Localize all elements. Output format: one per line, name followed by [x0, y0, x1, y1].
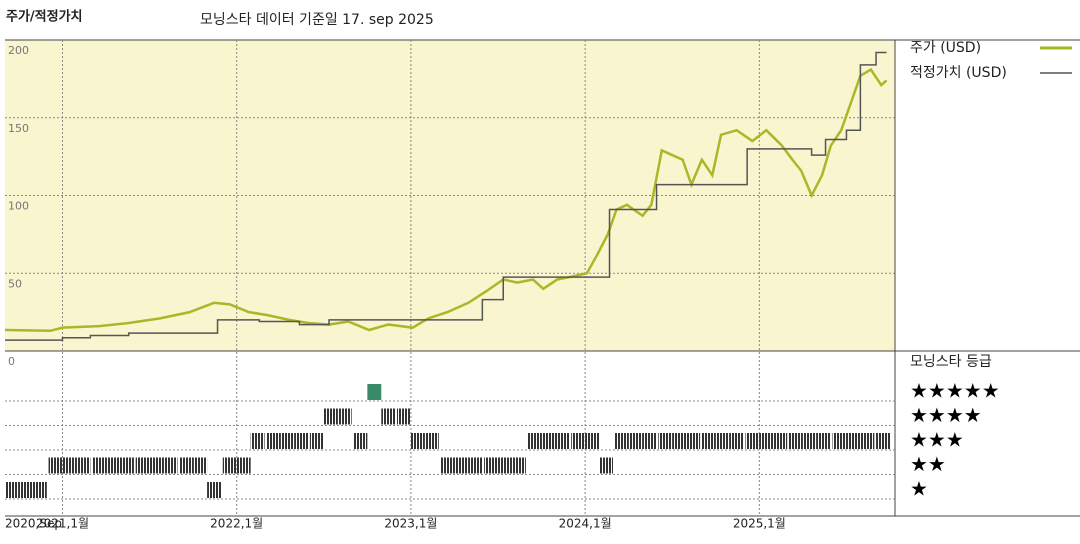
- rating-bar: [715, 433, 730, 449]
- rating-bar: [323, 408, 338, 425]
- rating-label: ★★★★: [910, 403, 982, 427]
- rating-bar: [353, 433, 368, 449]
- rating-bar: [337, 408, 352, 425]
- rating-label: ★★: [910, 452, 946, 476]
- rating-bar: [527, 433, 542, 449]
- rating-bar: [119, 457, 134, 474]
- rating-bar: [367, 384, 382, 400]
- rating-bar: [860, 433, 875, 449]
- rating-bar: [18, 482, 33, 498]
- y-tick-label: 150: [8, 122, 29, 135]
- rating-bar: [672, 433, 687, 449]
- rating-bar: [876, 433, 890, 449]
- rating-bar: [149, 457, 164, 474]
- rating-bar: [686, 433, 701, 449]
- rating-bar: [816, 433, 831, 449]
- legend-label: 주가 (USD): [910, 40, 981, 56]
- rating-bar: [773, 433, 788, 449]
- rating-bar: [62, 457, 77, 474]
- series-line: [4, 67, 888, 333]
- rating-bar: [106, 457, 120, 474]
- rating-label: ★★★: [910, 428, 964, 452]
- rating-bar: [410, 433, 425, 449]
- rating-bar: [179, 457, 194, 474]
- rating-bar: [440, 457, 455, 474]
- rating-bar: [309, 433, 324, 449]
- rating-bar: [585, 433, 600, 449]
- rating-bar: [802, 433, 817, 449]
- rating-bar: [571, 433, 586, 449]
- rating-bar: [76, 457, 91, 474]
- rating-bar: [424, 433, 439, 449]
- x-tick-label: 2025,1월: [733, 517, 786, 531]
- rating-bar: [236, 457, 251, 474]
- x-tick-label: 2021,1월: [36, 517, 89, 531]
- rating-bar: [266, 433, 281, 449]
- x-tick-label: 2024,1월: [559, 517, 612, 531]
- rating-bar: [294, 433, 309, 449]
- rating-bar: [729, 433, 744, 449]
- rating-bar: [701, 433, 716, 449]
- rating-bar: [555, 433, 570, 449]
- rating-label: ★★★★★: [910, 379, 1000, 403]
- rating-bar: [759, 433, 774, 449]
- rating-bar: [207, 482, 222, 498]
- rating-bar: [396, 408, 411, 425]
- rating-label: ★: [910, 477, 928, 501]
- rating-bar: [381, 408, 396, 425]
- rating-bar: [222, 457, 237, 474]
- rating-bar: [614, 433, 629, 449]
- chart-subtitle: 모닝스타 데이터 기준일 17. sep 2025: [200, 12, 434, 28]
- rating-bar: [511, 457, 526, 474]
- chart-title: 주가/적정가치: [6, 9, 83, 25]
- rating-bar: [628, 433, 643, 449]
- legend-label: 적정가치 (USD): [910, 65, 1007, 81]
- rating-bar: [832, 433, 847, 449]
- x-tick-label: 2023,1월: [384, 517, 437, 531]
- y-tick-label: 50: [8, 277, 22, 290]
- y-tick-label: 0: [8, 355, 15, 368]
- rating-bar: [658, 433, 673, 449]
- rating-bar: [484, 457, 499, 474]
- y-tick-label: 100: [8, 200, 29, 213]
- rating-bar: [468, 457, 483, 474]
- rating-bar: [541, 433, 556, 449]
- rating-bar: [193, 457, 208, 474]
- rating-bar: [745, 433, 760, 449]
- rating-title: 모닝스타 등급: [910, 354, 992, 370]
- rating-bar: [498, 457, 512, 474]
- rating-bar: [454, 457, 469, 474]
- rating-bar: [788, 433, 803, 449]
- rating-bar: [48, 457, 63, 474]
- rating-bar: [846, 433, 861, 449]
- series-line: [5, 51, 887, 341]
- rating-bar: [5, 482, 19, 498]
- x-tick-label: 2022,1월: [210, 517, 263, 531]
- rating-bar: [642, 433, 657, 449]
- rating-bar: [163, 457, 178, 474]
- rating-bar: [92, 457, 107, 474]
- rating-bar: [599, 457, 614, 474]
- x-tick-label: 2020,Sep: [5, 517, 62, 531]
- rating-bar: [135, 457, 150, 474]
- y-tick-label: 200: [8, 44, 29, 57]
- rating-bar: [280, 433, 295, 449]
- rating-bar: [250, 433, 265, 449]
- rating-bar: [32, 482, 47, 498]
